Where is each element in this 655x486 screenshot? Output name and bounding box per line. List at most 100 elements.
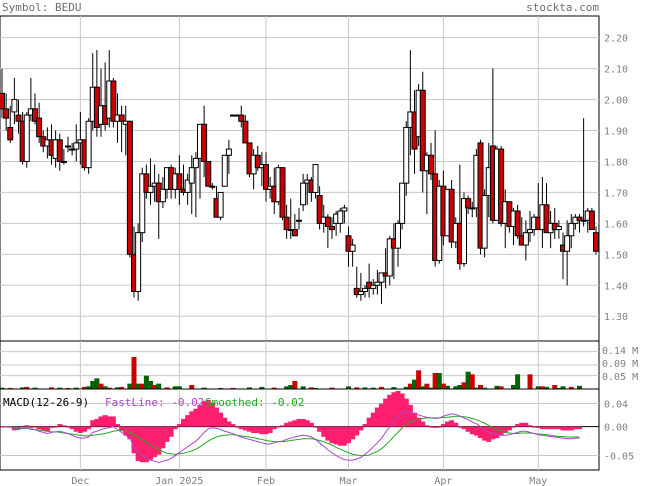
volume-bar (82, 386, 87, 389)
source-label[interactable]: stockta.com (526, 1, 599, 14)
candle (514, 204, 521, 239)
price-panel: 2.20 2.10 2.00 1.90 1.80 1.70 1.60 1.50 1.40 1.30 (0, 15, 628, 342)
candle-body (461, 198, 467, 265)
volume-bar (346, 386, 351, 389)
macd-hist-bar (40, 426, 46, 431)
volume-bar (259, 386, 265, 389)
volume-bar (457, 385, 463, 389)
candle-body (110, 80, 117, 122)
macd-hist-bar (292, 420, 298, 427)
macd-hist-bar (453, 422, 459, 427)
candle-body (73, 142, 80, 150)
candle-body (60, 160, 67, 163)
volume-bar (428, 387, 434, 389)
volume-bar (436, 373, 442, 389)
macd-hist-bar (449, 420, 455, 427)
macd-hist-bar (531, 426, 537, 428)
macd-hist-bar (428, 426, 434, 428)
candle-body (527, 229, 533, 234)
volume-bar (461, 382, 467, 389)
macd-tick-label: 0.04 (604, 399, 628, 410)
macd-hist-bar (119, 426, 125, 431)
macd-hist-bar (461, 426, 467, 430)
candle (263, 152, 269, 202)
macd-hist-bar (280, 425, 285, 427)
macd-hist-bar (32, 426, 38, 428)
volume-bar (284, 386, 290, 389)
candle (73, 124, 80, 162)
candle-body (65, 145, 71, 148)
candle (300, 173, 307, 211)
macd-fast-line (2, 411, 580, 463)
volume-bar (494, 385, 500, 389)
macd-hist-bar (242, 426, 248, 431)
volume-bar (445, 385, 450, 389)
candle-body (85, 120, 92, 169)
macd-hist-bar (494, 426, 500, 439)
macd-hist-bar (527, 425, 533, 427)
candle-body (481, 195, 488, 249)
macd-hist-bar (337, 426, 343, 446)
volume-bar (292, 381, 298, 389)
macd-hist-bar (267, 426, 273, 433)
volume-bar (106, 387, 112, 389)
candle (374, 269, 381, 295)
candle (32, 93, 38, 125)
macd-hist-bar (152, 426, 158, 458)
candle-body (378, 272, 385, 283)
macd-hist-bar (469, 426, 475, 435)
candle-body (324, 216, 331, 227)
candle (11, 77, 18, 125)
symbol-label: Symbol: BEDU (2, 1, 81, 14)
macd-hist-bar (416, 417, 422, 427)
candle (217, 191, 224, 221)
macd-hist-bar (94, 418, 100, 427)
price-candles (0, 50, 599, 304)
macd-hist-bar (172, 426, 178, 430)
candle (324, 214, 331, 249)
macd-hist-bar (568, 426, 574, 431)
macd-hist-bar (333, 426, 339, 445)
macd-hist-bar (321, 426, 327, 437)
candle (568, 214, 575, 249)
macd-hist-bar (28, 426, 34, 428)
macd-hist-bar (139, 426, 145, 463)
volume-bar (164, 387, 170, 389)
candle-body (448, 188, 455, 243)
macd-hist-bar (36, 426, 42, 430)
candle (65, 136, 71, 153)
volume-bar (403, 386, 409, 389)
candle (188, 155, 195, 215)
macd-hist-bar (539, 426, 545, 430)
macd-hist-bar (218, 412, 224, 427)
candle (312, 164, 319, 199)
candle-body (118, 114, 125, 122)
candle-body (192, 157, 199, 169)
volume-bar (453, 386, 459, 389)
volume-tick-009: 0.09 M (602, 359, 638, 370)
macd-hist-bar (308, 422, 314, 427)
macd-hist-bar (486, 426, 492, 442)
candle (296, 207, 302, 230)
volume-bar (119, 386, 125, 389)
volume-bar (511, 385, 516, 389)
macd-hist-bar (445, 421, 450, 427)
volume-bar (544, 386, 549, 389)
macd-tick-label: 0.00 (604, 423, 628, 434)
candle (139, 167, 146, 242)
macd-hist-bar (424, 425, 430, 427)
macd-hist-bar (275, 426, 281, 428)
candle (279, 167, 286, 221)
candle-body (254, 154, 261, 169)
candle (209, 183, 216, 190)
macd-hist-bar (77, 426, 83, 433)
candle (580, 118, 587, 227)
macd-hist-bar (362, 424, 368, 427)
macd-hist-bar (284, 422, 290, 427)
candle (110, 77, 117, 128)
candle (7, 105, 14, 143)
macd-hist-bar (127, 426, 133, 440)
candle-body (568, 222, 575, 237)
volume-bar (139, 383, 145, 389)
